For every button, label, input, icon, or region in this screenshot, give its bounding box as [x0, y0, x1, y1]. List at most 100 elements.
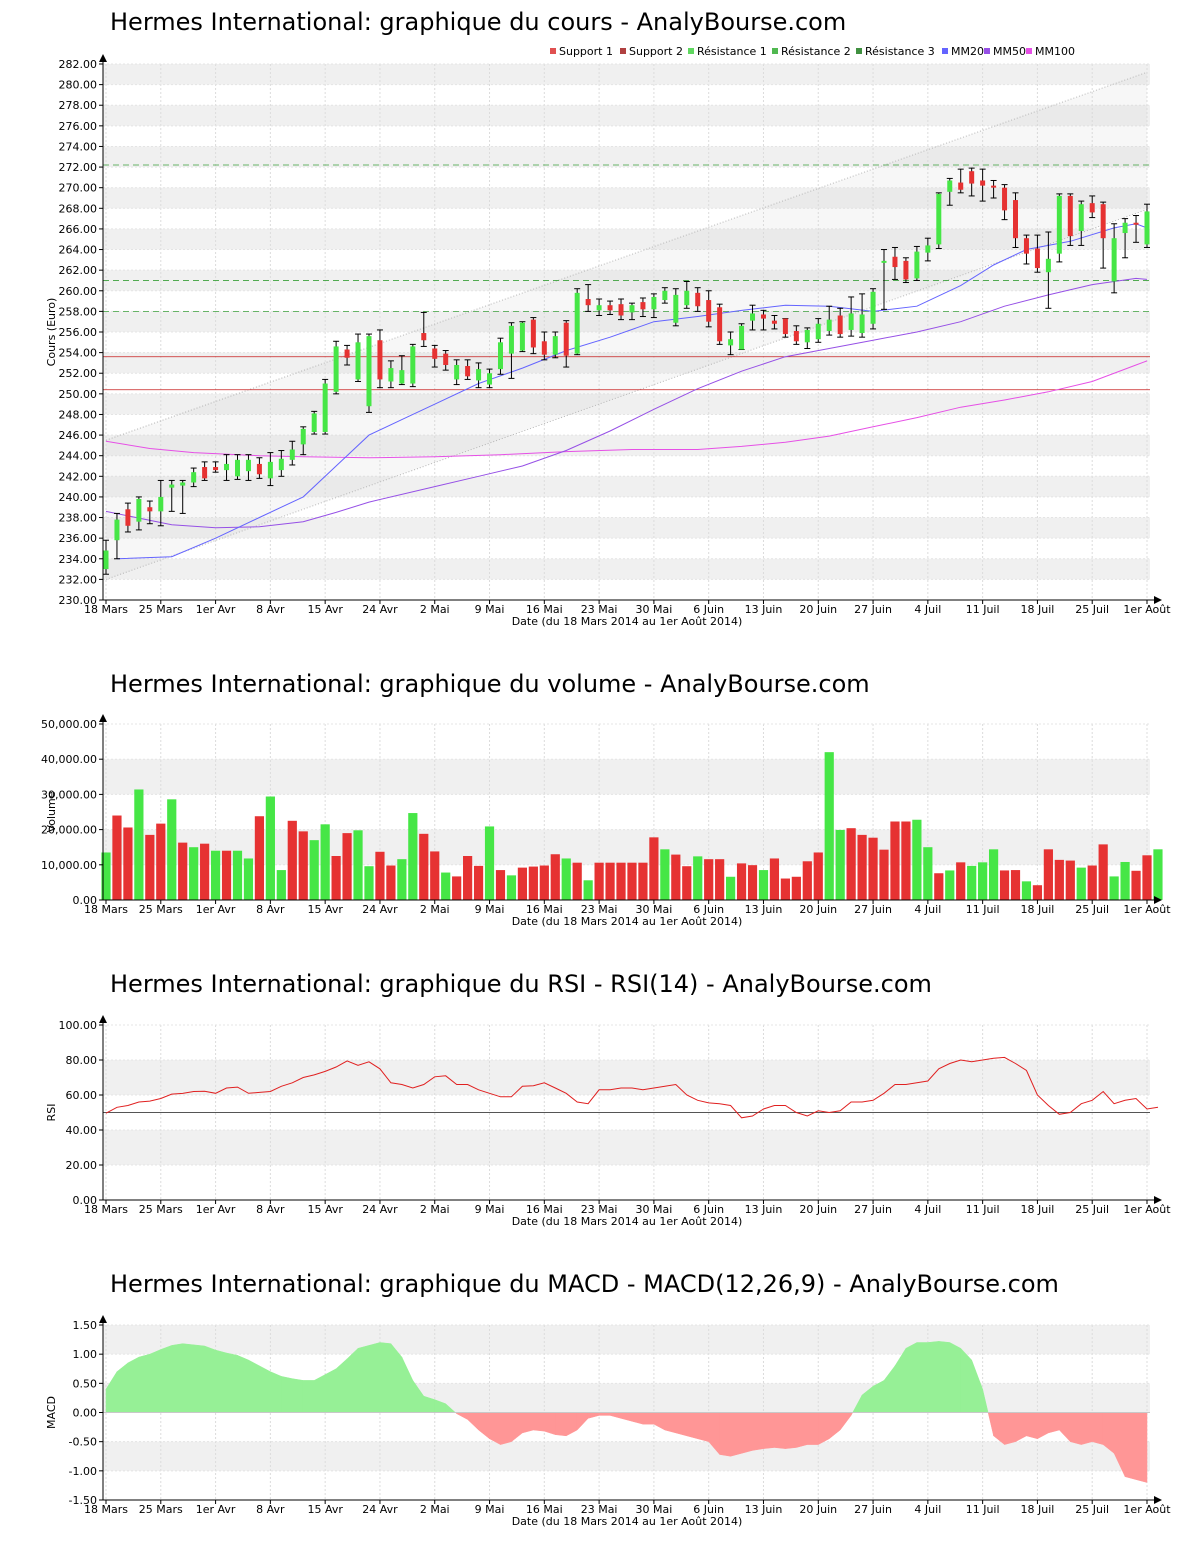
volume-bar	[879, 849, 889, 900]
macd-area-segment	[587, 1412, 600, 1419]
volume-bar	[397, 859, 407, 900]
x-tick-label: 30 Mai	[636, 1503, 673, 1516]
x-tick-label: 18 Mars	[84, 603, 128, 616]
volume-bar	[791, 876, 801, 900]
y-tick-label: 232.00	[59, 573, 98, 586]
volume-bar	[824, 752, 834, 900]
macd-area-segment	[1015, 1412, 1027, 1443]
mm20-line	[116, 223, 1148, 560]
volume-bar	[747, 865, 758, 900]
y-tick-label: 1.50	[73, 1319, 98, 1332]
macd-area-segment	[215, 1349, 227, 1413]
volume-bar	[517, 867, 527, 900]
legend-swatch	[856, 48, 862, 54]
y-tick-label: 242.00	[59, 470, 98, 483]
macd-area-segment	[138, 1353, 151, 1413]
macd-area-segment	[127, 1356, 140, 1413]
macd-area-segment	[1124, 1412, 1137, 1480]
volume-bar	[463, 856, 473, 900]
volume-bar	[660, 849, 670, 900]
candle-body	[410, 346, 416, 384]
grid-band	[103, 187, 1150, 209]
x-tick-label: 9 Mai	[475, 1203, 505, 1216]
x-tick-label: 30 Mai	[636, 1203, 673, 1216]
candle-body	[311, 413, 317, 432]
candle-body	[706, 300, 712, 322]
candle-body	[1013, 200, 1019, 239]
y-tick-label: 264.00	[59, 244, 98, 257]
macd-area-segment	[620, 1412, 633, 1422]
x-axis-arrow	[1154, 596, 1162, 604]
x-tick-label: 25 Mars	[139, 1203, 183, 1216]
x-tick-label: 23 Mai	[581, 1203, 618, 1216]
x-tick-label: 25 Juil	[1075, 1203, 1109, 1216]
mm50-line	[105, 277, 1148, 529]
price-chart: 230.00 232.00 234.00 236.00 238.00 240.00 242.…	[45, 45, 1171, 628]
volume-bar	[769, 858, 780, 900]
candle-body	[355, 342, 361, 380]
y-tick-label: 40.00	[66, 1124, 98, 1137]
candle-body	[815, 323, 821, 340]
x-tick-label: 30 Mai	[636, 603, 673, 616]
volume-bar	[156, 823, 166, 900]
macd-area-segment	[160, 1345, 172, 1413]
volume-bar	[605, 862, 615, 900]
trend-channel-line	[105, 71, 1148, 441]
macd-area-segment	[839, 1412, 852, 1431]
candle-body	[750, 313, 756, 321]
volume-chart: 0.00 10,000.00 20,000.00 30,000.00 40,000.00…	[41, 714, 1171, 928]
legend-swatch	[1026, 48, 1032, 54]
macd-area-segment	[642, 1412, 655, 1425]
x-tick-label: 4 Juil	[914, 903, 941, 916]
grid-band	[103, 146, 1150, 168]
grid-band	[103, 228, 1150, 250]
y-axis-label: Volume	[45, 791, 58, 832]
candle-body	[1111, 238, 1117, 282]
volume-bar	[528, 866, 538, 900]
x-axis-label: Date (du 18 Mars 2014 au 1er Août 2014)	[512, 615, 743, 628]
macd-area-segment	[116, 1362, 129, 1413]
macd-area-segment	[259, 1365, 271, 1413]
volume-bar	[254, 816, 265, 900]
volume-bar	[309, 840, 319, 900]
x-axis-arrow	[1154, 1496, 1162, 1504]
y-tick-label: 278.00	[59, 99, 98, 112]
x-tick-label: 20 Juin	[799, 903, 837, 916]
legend-label: MM50	[993, 45, 1026, 58]
candle-body	[1144, 211, 1150, 245]
candle-body	[476, 369, 482, 381]
volume-bar	[999, 870, 1010, 900]
x-tick-label: 1er Août	[1123, 603, 1171, 616]
volume-bar	[430, 851, 440, 900]
x-tick-label: 13 Juin	[745, 903, 783, 916]
candle-body	[377, 340, 383, 380]
macd-area-segment	[1135, 1412, 1148, 1483]
x-tick-label: 13 Juin	[745, 1203, 783, 1216]
macd-area-segment	[182, 1343, 194, 1413]
x-tick-label: 25 Mars	[139, 903, 183, 916]
x-tick-label: 24 Avr	[362, 1503, 398, 1516]
x-tick-label: 1er Avr	[196, 603, 236, 616]
candle-body	[289, 449, 295, 460]
candle-body	[125, 509, 131, 526]
candle-body	[399, 370, 405, 384]
x-tick-label: 11 Juil	[966, 903, 1000, 916]
candle-body	[158, 496, 164, 512]
macd-area-segment	[872, 1380, 885, 1413]
y-tick-label: 20,000.00	[41, 824, 97, 837]
candle-body	[487, 373, 493, 385]
y-tick-label: 30,000.00	[41, 788, 97, 801]
x-tick-label: 6 Juin	[693, 1203, 724, 1216]
candle-body	[695, 292, 701, 307]
candle-body	[1045, 258, 1051, 273]
volume-bar	[594, 862, 604, 900]
x-tick-label: 8 Avr	[256, 1203, 285, 1216]
volume-bar	[901, 821, 911, 900]
x-tick-label: 13 Juin	[745, 603, 783, 616]
candle-body	[892, 256, 898, 268]
volume-bar	[1021, 881, 1032, 900]
y-tick-label: 246.00	[59, 429, 98, 442]
candle-body	[541, 341, 547, 355]
x-tick-label: 25 Juil	[1075, 903, 1109, 916]
y-tick-label: 252.00	[59, 367, 98, 380]
